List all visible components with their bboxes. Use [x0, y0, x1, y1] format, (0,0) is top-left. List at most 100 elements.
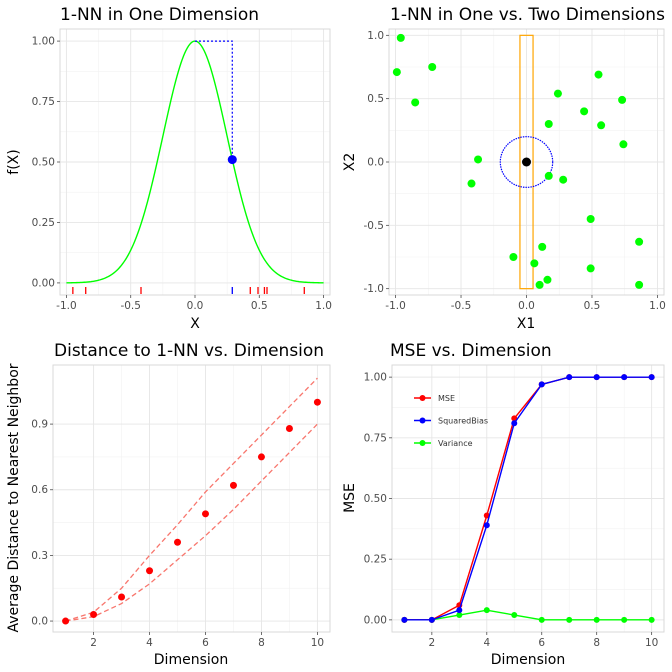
panel3-grid: [53, 365, 330, 632]
data-point: [530, 259, 539, 268]
panel4-title: MSE vs. Dimension: [390, 341, 552, 361]
panel1-title: 1-NN in One Dimension: [60, 5, 259, 25]
y-tick-label: 0.50: [364, 493, 387, 505]
target-point: [227, 155, 237, 165]
data-point: [553, 89, 562, 98]
y-tick-label: 0.00: [32, 277, 55, 289]
x-tick-label: 6: [202, 637, 209, 649]
distance-point: [174, 538, 182, 546]
y-tick-label: 0.0: [31, 616, 48, 628]
y-tick-label: 0.25: [364, 554, 387, 566]
data-point: [586, 264, 595, 273]
legend-label: Variance: [438, 439, 473, 448]
x-tick-label: 4: [146, 637, 153, 649]
one-dimensional-slab: [519, 34, 534, 290]
data-point: [618, 95, 627, 104]
x-tick-label: -1.0: [385, 300, 406, 312]
legend-label: SquaredBias: [438, 417, 488, 426]
x-tick-label: 8: [258, 637, 265, 649]
y-tick-label: 1.00: [364, 372, 387, 384]
data-point: [635, 237, 644, 246]
y-tick-label: 1.00: [32, 36, 55, 48]
target-guide-dotted: [195, 40, 233, 160]
panel1-axes: -1.0 -0.5 0.0 0.5 1.0 0.00 0.25 0.50 0.75 1.00: [32, 36, 332, 312]
x-tick-label: 1.0: [649, 300, 666, 312]
series-point-squaredbias: [401, 616, 408, 623]
x-tick-label: 1.0: [315, 300, 332, 312]
panel2-plot-area: [392, 33, 644, 290]
panel3-title: Distance to 1-NN vs. Dimension: [54, 341, 324, 361]
data-point: [538, 242, 547, 251]
series-point-variance: [593, 616, 600, 623]
panel4-y-axis-title: MSE: [342, 483, 358, 513]
series-point-squaredbias: [621, 374, 628, 381]
panel4-axes: 2 4 6 8 10 0.00 0.25 0.50 0.75 1.00: [364, 372, 659, 649]
series-point-variance: [456, 612, 463, 619]
panel-1nn-one-dimension: 1-NN in One Dimension -1.0 -0.5 0.0 0.5 1.00…: [6, 5, 332, 332]
panel4-grid: [392, 365, 664, 632]
panel4-legend: MSE SquaredBias Variance: [414, 394, 488, 448]
series-point-squaredbias: [483, 522, 490, 529]
distance-point: [257, 453, 265, 461]
distance-point: [313, 398, 321, 406]
series-point-variance: [648, 616, 655, 623]
distance-point: [90, 610, 98, 618]
series-point-variance: [538, 616, 545, 623]
panel1-grid: [60, 29, 330, 295]
distance-point: [146, 567, 154, 575]
panel3-plot-area: [62, 377, 321, 625]
panel2-axes: -1.0 -0.5 0.0 0.5 1.0 -1.0 -0.5 0.0 0.5 1.0: [364, 30, 666, 312]
series-point-squaredbias: [566, 374, 573, 381]
series-point-mse: [511, 415, 518, 422]
panel3-axes: 2 4 6 8 10 0.0 0.3 0.6 0.9: [31, 419, 324, 649]
panel-mse-vs-dimension: MSE vs. Dimension 2 4 6 8 10 0.00 0.25 0.50 0.75…: [342, 341, 665, 668]
lower-band-line: [65, 423, 318, 622]
data-point: [467, 179, 476, 188]
x-tick-label: 0.0: [518, 300, 535, 312]
data-point: [392, 68, 401, 77]
y-tick-label: 0.6: [31, 484, 48, 496]
data-point: [635, 280, 644, 289]
panel1-plot-area: [66, 40, 324, 294]
series-point-variance: [621, 616, 628, 623]
data-point: [544, 171, 553, 180]
panel2-y-axis-title: X2: [342, 153, 358, 172]
data-point: [474, 155, 483, 164]
neighborhood-circle: [499, 136, 554, 188]
x-tick-label: 6: [538, 637, 545, 649]
panel3-y-axis-title: Average Distance to Nearest Neighbor: [6, 363, 22, 632]
x-tick-label: 0.5: [251, 300, 268, 312]
x-tick-label: -1.0: [56, 300, 77, 312]
legend-label: MSE: [438, 394, 455, 403]
series-point-variance: [483, 607, 490, 614]
y-tick-label: -0.5: [364, 220, 385, 232]
data-point: [597, 121, 606, 130]
y-tick-label: -1.0: [364, 283, 385, 295]
legend-key-point: [419, 440, 426, 446]
x-tick-label: 2: [428, 637, 435, 649]
x-tick-label: 2: [90, 637, 97, 649]
data-point: [396, 33, 405, 42]
series-point-variance: [566, 616, 573, 623]
x-tick-label: 10: [311, 637, 324, 649]
legend-key-point: [419, 417, 426, 424]
y-tick-label: 0.50: [32, 157, 55, 169]
panel-1nn-one-vs-two-dimensions: 1-NN in One vs. Two Dimensions -1.0 -0.5 0…: [342, 5, 666, 332]
panel1-x-axis-title: X: [190, 316, 200, 332]
distance-point: [118, 593, 126, 601]
x-tick-label: 0.5: [584, 300, 601, 312]
y-tick-label: 0.00: [364, 614, 387, 626]
series-point-squaredbias: [648, 374, 655, 381]
series-point-squaredbias: [538, 381, 545, 388]
y-tick-label: 0.3: [31, 550, 48, 562]
target-point: [522, 157, 531, 167]
x-tick-label: -0.5: [120, 300, 141, 312]
x-tick-label: -0.5: [451, 300, 472, 312]
legend-key-point: [419, 395, 426, 401]
panel2-x-axis-title: X1: [517, 316, 536, 332]
panel-distance-vs-dimension: Distance to 1-NN vs. Dimension 2 4 6 8 10 0.0…: [6, 341, 331, 668]
x-tick-label: 8: [593, 637, 600, 649]
data-point: [535, 280, 544, 289]
x-tick-label: 0.0: [187, 300, 204, 312]
